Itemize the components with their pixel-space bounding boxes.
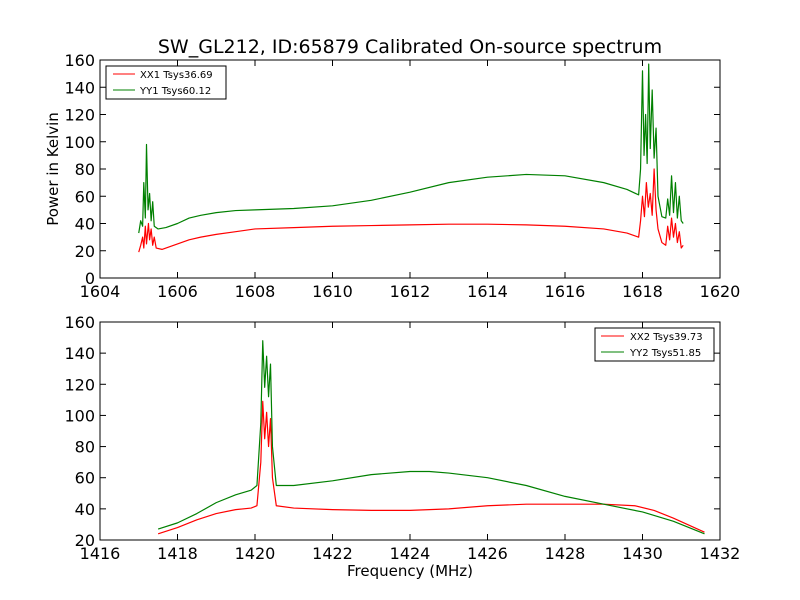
legend-yy2-label: YY2 Tsys51.85 bbox=[629, 348, 701, 359]
bottom-panel: 1416 1418 1420 1422 1424 1426 1428 1430 1432 20 40… bbox=[64, 313, 740, 580]
top-y-tick-label: 20 bbox=[75, 242, 95, 261]
bottom-x-tick-label: 1418 bbox=[157, 544, 198, 563]
top-y-tick-label: 120 bbox=[64, 106, 95, 125]
bottom-series-line-yy bbox=[157, 340, 705, 535]
top-ticks: 1604 1606 1608 1610 1612 1614 1616 1618 1620 0 20 4… bbox=[64, 51, 740, 301]
bottom-x-tick-label: 1416 bbox=[80, 544, 121, 563]
top-legend: XX1 Tsys36.69 YY1 Tsys60.12 bbox=[105, 65, 227, 100]
bottom-y-tick-label: 160 bbox=[64, 313, 95, 332]
top-y-axis-label: Power in Kelvin bbox=[44, 112, 62, 226]
bottom-y-tick-label: 100 bbox=[64, 406, 95, 425]
bottom-y-tick-label: 60 bbox=[75, 469, 95, 488]
bottom-series-line-xx bbox=[157, 400, 705, 535]
bottom-y-tick-label: 20 bbox=[75, 531, 95, 550]
x-axis-label: Frequency (MHz) bbox=[347, 562, 473, 580]
top-x-tick-label: 1616 bbox=[545, 282, 586, 301]
top-x-tick-label: 1620 bbox=[700, 282, 741, 301]
top-x-tick-label: 1614 bbox=[467, 282, 508, 301]
bottom-y-tick-label: 40 bbox=[75, 500, 95, 519]
bottom-x-tick-label: 1424 bbox=[390, 544, 431, 563]
top-y-tick-label: 0 bbox=[85, 269, 95, 288]
top-y-tick-label: 80 bbox=[75, 160, 95, 179]
top-series-lines bbox=[138, 63, 684, 253]
top-x-tick-label: 1604 bbox=[80, 282, 121, 301]
bottom-series-lines bbox=[157, 340, 705, 535]
top-legend-box bbox=[105, 65, 227, 100]
top-x-tick-label: 1606 bbox=[157, 282, 198, 301]
top-x-tick-label: 1618 bbox=[622, 282, 663, 301]
top-x-tick-label: 1612 bbox=[390, 282, 431, 301]
top-x-tick-label: 1610 bbox=[312, 282, 353, 301]
bottom-y-tick-label: 80 bbox=[75, 438, 95, 457]
top-y-tick-label: 100 bbox=[64, 133, 95, 152]
bottom-legend-box bbox=[594, 327, 715, 362]
bottom-x-tick-label: 1430 bbox=[622, 544, 663, 563]
top-y-tick-label: 60 bbox=[75, 187, 95, 206]
bottom-x-tick-label: 1428 bbox=[545, 544, 586, 563]
top-y-tick-label: 160 bbox=[64, 51, 95, 70]
top-y-tick-label: 40 bbox=[75, 215, 95, 234]
top-series-line-xx bbox=[138, 168, 684, 253]
top-x-tick-label: 1608 bbox=[235, 282, 276, 301]
top-panel: 1604 1606 1608 1610 1612 1614 1616 1618 1620 0 20 4… bbox=[44, 51, 740, 301]
chart-title: SW_GL212, ID:65879 Calibrated On-source … bbox=[158, 36, 662, 58]
top-y-tick-label: 140 bbox=[64, 78, 95, 97]
bottom-x-tick-label: 1422 bbox=[312, 544, 353, 563]
bottom-x-tick-label: 1420 bbox=[235, 544, 276, 563]
legend-xx2-label: XX2 Tsys39.73 bbox=[630, 332, 703, 343]
bottom-y-tick-label: 140 bbox=[64, 344, 95, 363]
bottom-x-tick-label: 1426 bbox=[467, 544, 508, 563]
top-series-line-yy bbox=[138, 63, 684, 234]
legend-xx1-label: XX1 Tsys36.69 bbox=[140, 70, 213, 81]
legend-yy1-label: YY1 Tsys60.12 bbox=[139, 86, 211, 97]
bottom-ticks: 1416 1418 1420 1422 1424 1426 1428 1430 1432 20 40… bbox=[64, 313, 740, 563]
bottom-x-tick-label: 1432 bbox=[700, 544, 741, 563]
bottom-y-tick-label: 120 bbox=[64, 375, 95, 394]
bottom-legend: XX2 Tsys39.73 YY2 Tsys51.85 bbox=[594, 327, 715, 362]
